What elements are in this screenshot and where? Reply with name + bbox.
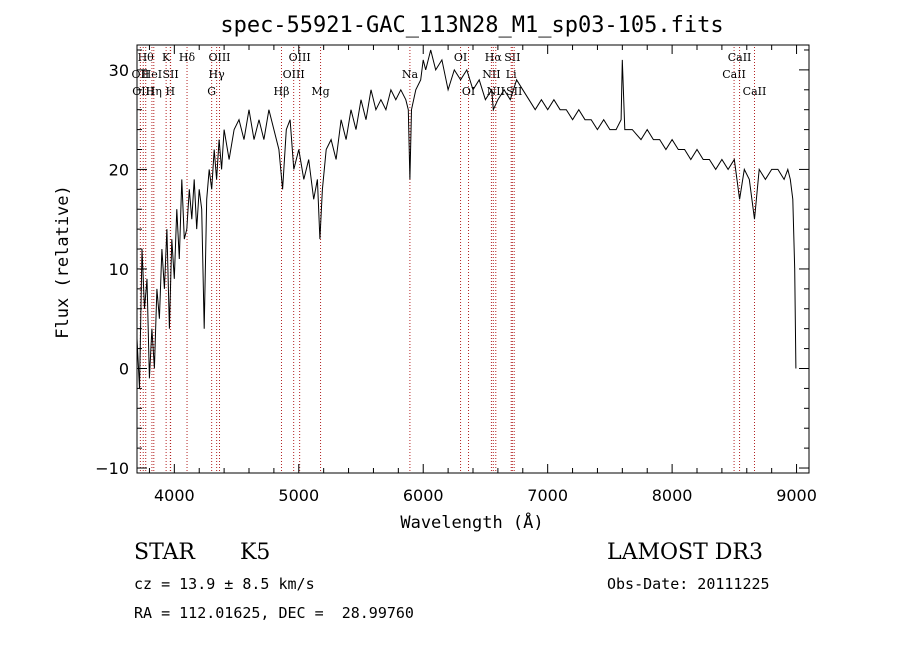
x-tick-label: 4000 <box>154 486 195 505</box>
line-marker-label: Hα <box>485 51 503 64</box>
line-marker-label: OI <box>462 85 475 98</box>
x-tick-label: 5000 <box>278 486 319 505</box>
line-marker-label: CaII <box>722 68 746 81</box>
line-marker-label: Hδ <box>179 51 196 64</box>
line-marker-label: SII <box>504 51 520 64</box>
line-marker-label: Hθ <box>138 51 155 64</box>
x-tick-label: 9000 <box>776 486 817 505</box>
object-subclass: K5 <box>240 540 271 565</box>
line-marker-label: Hγ <box>209 68 226 81</box>
coordinates-text: RA = 112.01625, DEC = 28.99760 <box>134 604 414 622</box>
line-marker-label: Mg <box>311 85 329 98</box>
line-marker-label: OIII <box>132 85 154 98</box>
line-marker-label: CaII <box>728 51 752 64</box>
y-tick-label: 0 <box>119 359 129 378</box>
x-tick-label: 8000 <box>652 486 693 505</box>
line-marker-label: OII <box>132 68 150 81</box>
line-marker-label: Li <box>506 68 517 81</box>
spectrum-line <box>136 49 797 389</box>
line-marker-label: H <box>166 85 176 98</box>
survey-name: LAMOST DR3 <box>607 540 763 565</box>
line-marker-label: OIII <box>289 51 311 64</box>
line-marker-label: OI <box>454 51 467 64</box>
y-tick-label: 30 <box>109 61 129 80</box>
object-class: STAR <box>134 540 195 565</box>
line-marker-label: SII <box>506 85 522 98</box>
line-marker-label: Hβ <box>274 85 290 98</box>
y-tick-label: −10 <box>95 459 129 478</box>
y-tick-label: 20 <box>109 160 129 179</box>
line-marker-label: NII <box>482 68 500 81</box>
redshift-text: cz = 13.9 ± 8.5 km/s <box>134 575 315 593</box>
axis-ticks: 4000 5000 6000 7000 8000 9000 −10 0 10 20 30 <box>95 45 817 505</box>
line-marker-label: G <box>207 85 216 98</box>
obs-date-text: Obs-Date: 20111225 <box>607 575 770 593</box>
line-marker-label: Na <box>402 68 419 81</box>
y-axis-label: Flux (relative) <box>53 185 73 339</box>
plot-frame <box>136 44 810 474</box>
chart-title: spec-55921-GAC_113N28_M1_sp03-105.fits <box>220 13 723 38</box>
x-tick-label: 6000 <box>403 486 444 505</box>
line-marker-label: HeI <box>142 68 162 81</box>
line-marker-label: OIII <box>283 68 305 81</box>
line-marker-label: Hη <box>146 85 162 98</box>
line-marker-label: NII <box>487 85 505 98</box>
y-tick-label: 10 <box>109 260 129 279</box>
line-marker-label: CaII <box>743 85 767 98</box>
line-marker-label: OIII <box>208 51 230 64</box>
line-marker-label: K <box>162 51 171 64</box>
x-tick-label: 7000 <box>527 486 568 505</box>
line-marker-layer: Hθ OII OIII HeI Hη K SII H Hδ G Hγ OIII Hβ OIII OIII Mg… <box>132 47 767 473</box>
x-axis-label: Wavelength (Å) <box>400 511 543 533</box>
